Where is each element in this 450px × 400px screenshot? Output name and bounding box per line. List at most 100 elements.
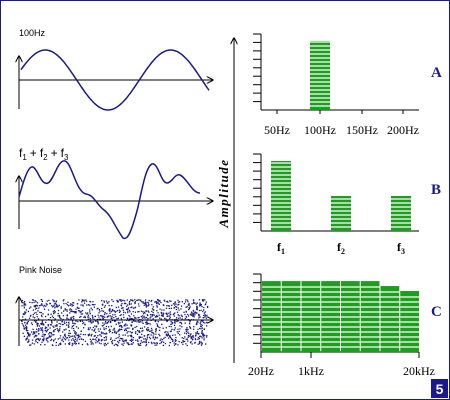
noise-dot xyxy=(83,316,85,318)
noise-dot xyxy=(161,323,163,325)
noise-dot xyxy=(53,312,55,315)
noise-dot xyxy=(143,311,145,313)
noise-dot xyxy=(124,340,126,342)
noise-dot xyxy=(162,313,164,315)
x-tick-label: 100Hz xyxy=(304,123,336,137)
noise-dot xyxy=(80,338,82,340)
noise-dot xyxy=(54,338,56,340)
noise-dot xyxy=(55,325,57,327)
noise-dot xyxy=(186,329,188,331)
noise-dot xyxy=(26,322,28,324)
noise-dot xyxy=(71,327,73,329)
noise-dot xyxy=(34,332,36,335)
noise-dot xyxy=(173,304,176,306)
noise-dot xyxy=(82,305,84,307)
noise-dot xyxy=(23,301,26,303)
noise-dot xyxy=(71,303,73,306)
noise-dot xyxy=(37,324,39,326)
noise-dot xyxy=(96,320,98,322)
noise-dot xyxy=(174,327,176,329)
noise-dot xyxy=(190,337,193,339)
noise-dot xyxy=(37,323,39,325)
noise-dot xyxy=(97,314,99,316)
noise-dot xyxy=(196,322,198,324)
noise-dot xyxy=(148,311,150,313)
noise-dot xyxy=(185,338,187,340)
noise-dot xyxy=(39,305,41,307)
noise-dot xyxy=(203,333,205,335)
noise-dot xyxy=(169,341,171,344)
noise-dot xyxy=(185,333,188,335)
noise-dot xyxy=(185,310,187,312)
noise-dot xyxy=(189,322,191,324)
noise-dot xyxy=(130,335,132,338)
noise-dot xyxy=(156,305,158,307)
noise-dot xyxy=(188,308,190,310)
noise-dot xyxy=(146,323,149,325)
noise-dot xyxy=(119,314,121,317)
noise-dot xyxy=(204,299,206,301)
noise-dot xyxy=(188,335,191,337)
noise-dot xyxy=(199,316,201,318)
noise-dot xyxy=(187,304,190,306)
noise-dot xyxy=(164,331,166,333)
noise-dot xyxy=(71,305,73,307)
noise-dot xyxy=(105,336,107,338)
noise-dot xyxy=(40,299,42,301)
noise-dot xyxy=(109,309,111,311)
noise-dot xyxy=(177,320,179,322)
noise-dot xyxy=(196,331,199,333)
composite-wave xyxy=(18,160,201,240)
noise-dot xyxy=(198,314,201,316)
noise-dot xyxy=(199,335,201,338)
noise-dot xyxy=(68,343,70,345)
noise-dots xyxy=(21,299,209,347)
sine-waveform-panel: 100Hz xyxy=(19,28,213,111)
noise-dot xyxy=(177,332,179,334)
noise-dot xyxy=(110,338,112,341)
noise-dot xyxy=(36,305,39,307)
noise-dot xyxy=(155,300,157,303)
noise-dot xyxy=(122,344,124,346)
noise-dot xyxy=(49,332,51,334)
noise-dot xyxy=(21,299,24,302)
noise-dot xyxy=(72,302,74,304)
noise-dot xyxy=(200,304,202,306)
noise-dot xyxy=(206,336,208,338)
noise-dot xyxy=(129,316,131,318)
noise-dot xyxy=(193,316,195,318)
noise-dot xyxy=(95,326,97,328)
bar xyxy=(341,281,360,352)
noise-dot xyxy=(74,336,76,339)
noise-dot xyxy=(81,343,84,346)
bar xyxy=(262,281,281,352)
noise-dot xyxy=(27,329,29,332)
noise-dot xyxy=(145,321,147,324)
noise-dot xyxy=(185,343,187,345)
noise-dot xyxy=(98,309,100,311)
noise-dot xyxy=(47,309,50,311)
noise-dot xyxy=(130,325,133,327)
noise-dot xyxy=(166,313,168,315)
noise-dot xyxy=(24,321,26,324)
noise-dot xyxy=(106,313,108,315)
noise-dot xyxy=(148,341,150,344)
noise-dot xyxy=(83,299,85,301)
noise-dot xyxy=(44,334,46,336)
noise-dot xyxy=(189,342,192,344)
noise-dot xyxy=(87,327,90,329)
noise-dot xyxy=(162,344,164,346)
noise-dot xyxy=(56,305,58,307)
noise-dot xyxy=(109,331,111,333)
noise-dot xyxy=(62,310,65,312)
noise-dot xyxy=(101,325,103,327)
noise-dot xyxy=(63,303,65,305)
noise-dot xyxy=(87,328,89,331)
noise-dot xyxy=(110,325,112,328)
noise-dot xyxy=(61,339,63,342)
noise-dot xyxy=(111,308,114,311)
noise-dot xyxy=(77,307,79,309)
noise-dot xyxy=(25,338,27,340)
noise-dot xyxy=(168,325,170,328)
noise-label: Pink Noise xyxy=(19,265,62,275)
